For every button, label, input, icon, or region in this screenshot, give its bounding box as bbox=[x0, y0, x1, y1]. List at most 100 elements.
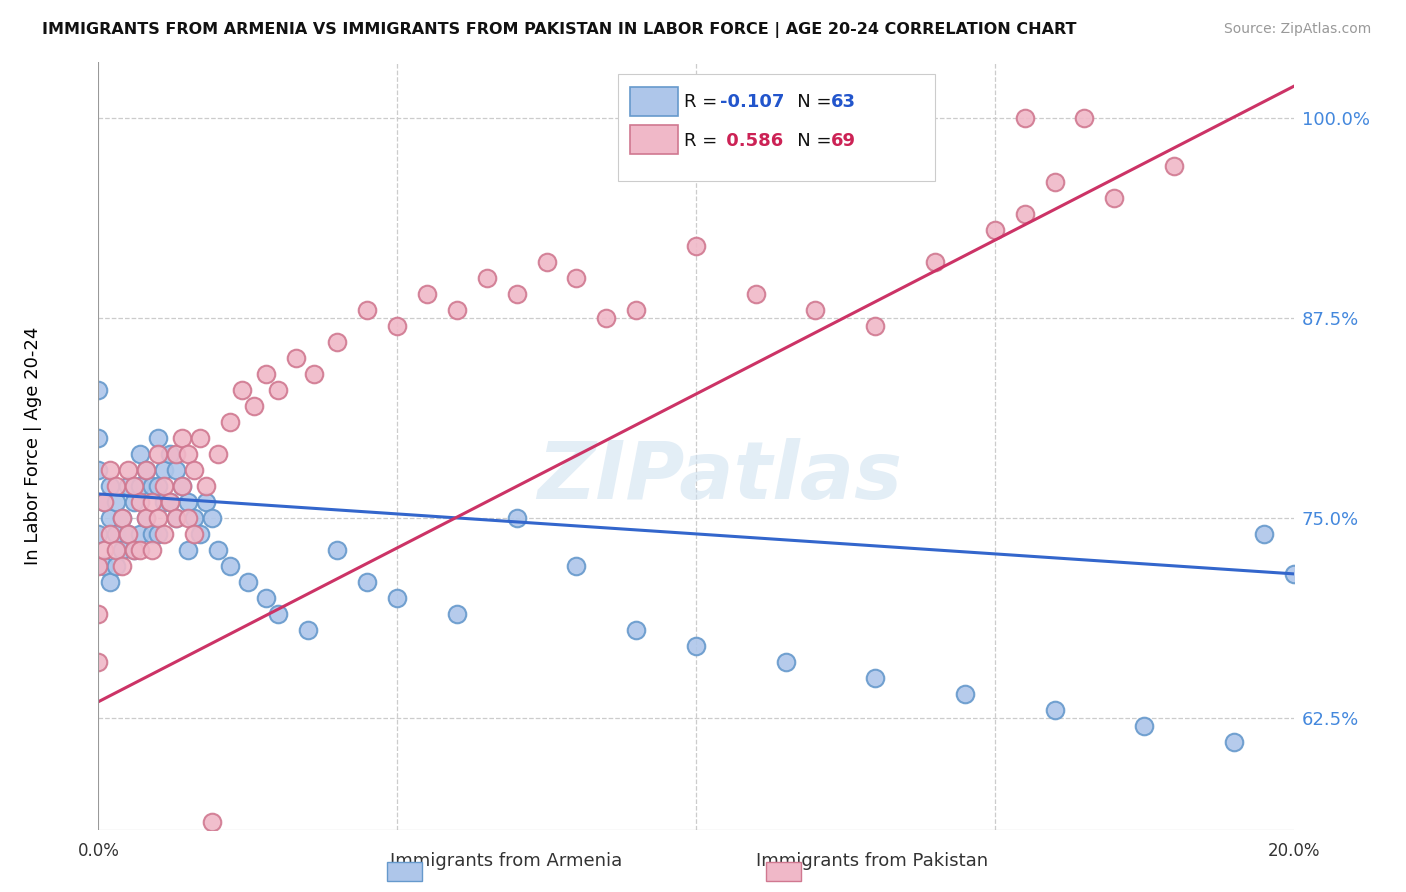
Text: Source: ZipAtlas.com: Source: ZipAtlas.com bbox=[1223, 22, 1371, 37]
Text: Immigrants from Armenia: Immigrants from Armenia bbox=[389, 852, 623, 870]
Point bbox=[1014, 207, 1036, 221]
Point bbox=[135, 463, 157, 477]
Point bbox=[111, 511, 134, 525]
Point bbox=[297, 623, 319, 637]
Text: R =: R = bbox=[685, 94, 723, 112]
Point bbox=[159, 495, 181, 509]
Text: IMMIGRANTS FROM ARMENIA VS IMMIGRANTS FROM PAKISTAN IN LABOR FORCE | AGE 20-24 C: IMMIGRANTS FROM ARMENIA VS IMMIGRANTS FR… bbox=[42, 22, 1077, 38]
Point bbox=[446, 607, 468, 621]
Point bbox=[87, 607, 110, 621]
Point bbox=[385, 591, 409, 605]
Point bbox=[117, 479, 139, 493]
Point bbox=[117, 463, 139, 477]
Point bbox=[129, 527, 152, 541]
Point bbox=[984, 223, 1007, 237]
Point bbox=[685, 639, 707, 653]
FancyBboxPatch shape bbox=[630, 126, 678, 154]
Point bbox=[207, 542, 229, 557]
Point bbox=[98, 527, 122, 541]
Point bbox=[148, 447, 170, 461]
Point bbox=[1014, 112, 1036, 126]
Point bbox=[87, 527, 110, 541]
Text: In Labor Force | Age 20-24: In Labor Force | Age 20-24 bbox=[24, 326, 42, 566]
Point bbox=[98, 511, 122, 525]
Point bbox=[148, 527, 170, 541]
Point bbox=[1163, 159, 1185, 173]
Point bbox=[87, 383, 110, 397]
Point bbox=[105, 495, 128, 509]
FancyBboxPatch shape bbox=[630, 87, 678, 116]
Point bbox=[195, 495, 218, 509]
Point bbox=[153, 463, 176, 477]
Point bbox=[165, 463, 187, 477]
Point bbox=[124, 542, 146, 557]
Point bbox=[183, 511, 205, 525]
Point bbox=[894, 112, 917, 126]
Point bbox=[685, 239, 707, 253]
Point bbox=[254, 591, 277, 605]
Point bbox=[475, 271, 498, 285]
Point bbox=[385, 319, 409, 334]
Point bbox=[231, 383, 253, 397]
Point bbox=[267, 383, 290, 397]
Point bbox=[446, 303, 468, 318]
Point bbox=[153, 527, 176, 541]
Point bbox=[775, 655, 797, 669]
Point bbox=[172, 431, 194, 445]
Point bbox=[141, 542, 163, 557]
Point bbox=[93, 495, 115, 509]
Point bbox=[254, 367, 277, 381]
Point bbox=[117, 527, 139, 541]
Point bbox=[105, 558, 128, 573]
Text: Immigrants from Pakistan: Immigrants from Pakistan bbox=[755, 852, 988, 870]
Point bbox=[148, 511, 170, 525]
Point bbox=[195, 479, 218, 493]
Text: R =: R = bbox=[685, 132, 723, 150]
Point bbox=[148, 479, 170, 493]
Point bbox=[135, 511, 157, 525]
Point bbox=[141, 527, 163, 541]
Point bbox=[98, 574, 122, 589]
Point bbox=[865, 319, 887, 334]
Point bbox=[1253, 527, 1275, 541]
Point bbox=[129, 495, 152, 509]
Point bbox=[506, 287, 529, 301]
Text: 63: 63 bbox=[831, 94, 856, 112]
Point bbox=[267, 607, 290, 621]
Point bbox=[124, 495, 146, 509]
Point bbox=[117, 527, 139, 541]
Text: 0.586: 0.586 bbox=[720, 132, 783, 150]
Point bbox=[1104, 191, 1126, 205]
Point bbox=[105, 479, 128, 493]
Point bbox=[129, 479, 152, 493]
Point bbox=[188, 527, 211, 541]
Point bbox=[153, 495, 176, 509]
FancyBboxPatch shape bbox=[619, 74, 935, 181]
Point bbox=[98, 479, 122, 493]
Point bbox=[93, 495, 115, 509]
Point bbox=[177, 495, 200, 509]
Point bbox=[326, 335, 349, 350]
Point bbox=[124, 479, 146, 493]
Point bbox=[135, 463, 157, 477]
Point bbox=[302, 367, 325, 381]
Point bbox=[1282, 566, 1305, 581]
Point bbox=[416, 287, 439, 301]
Point bbox=[536, 255, 558, 269]
Point bbox=[595, 311, 617, 326]
Point bbox=[165, 511, 187, 525]
Point bbox=[1043, 703, 1066, 717]
Point bbox=[924, 255, 946, 269]
Point bbox=[111, 558, 134, 573]
Point bbox=[159, 447, 181, 461]
Point bbox=[93, 558, 115, 573]
Point bbox=[98, 463, 122, 477]
Point bbox=[177, 447, 200, 461]
Point bbox=[745, 287, 768, 301]
Point bbox=[506, 511, 529, 525]
Point bbox=[626, 623, 648, 637]
Point bbox=[626, 303, 648, 318]
Point bbox=[201, 511, 224, 525]
Text: -0.107: -0.107 bbox=[720, 94, 785, 112]
Point bbox=[141, 495, 163, 509]
